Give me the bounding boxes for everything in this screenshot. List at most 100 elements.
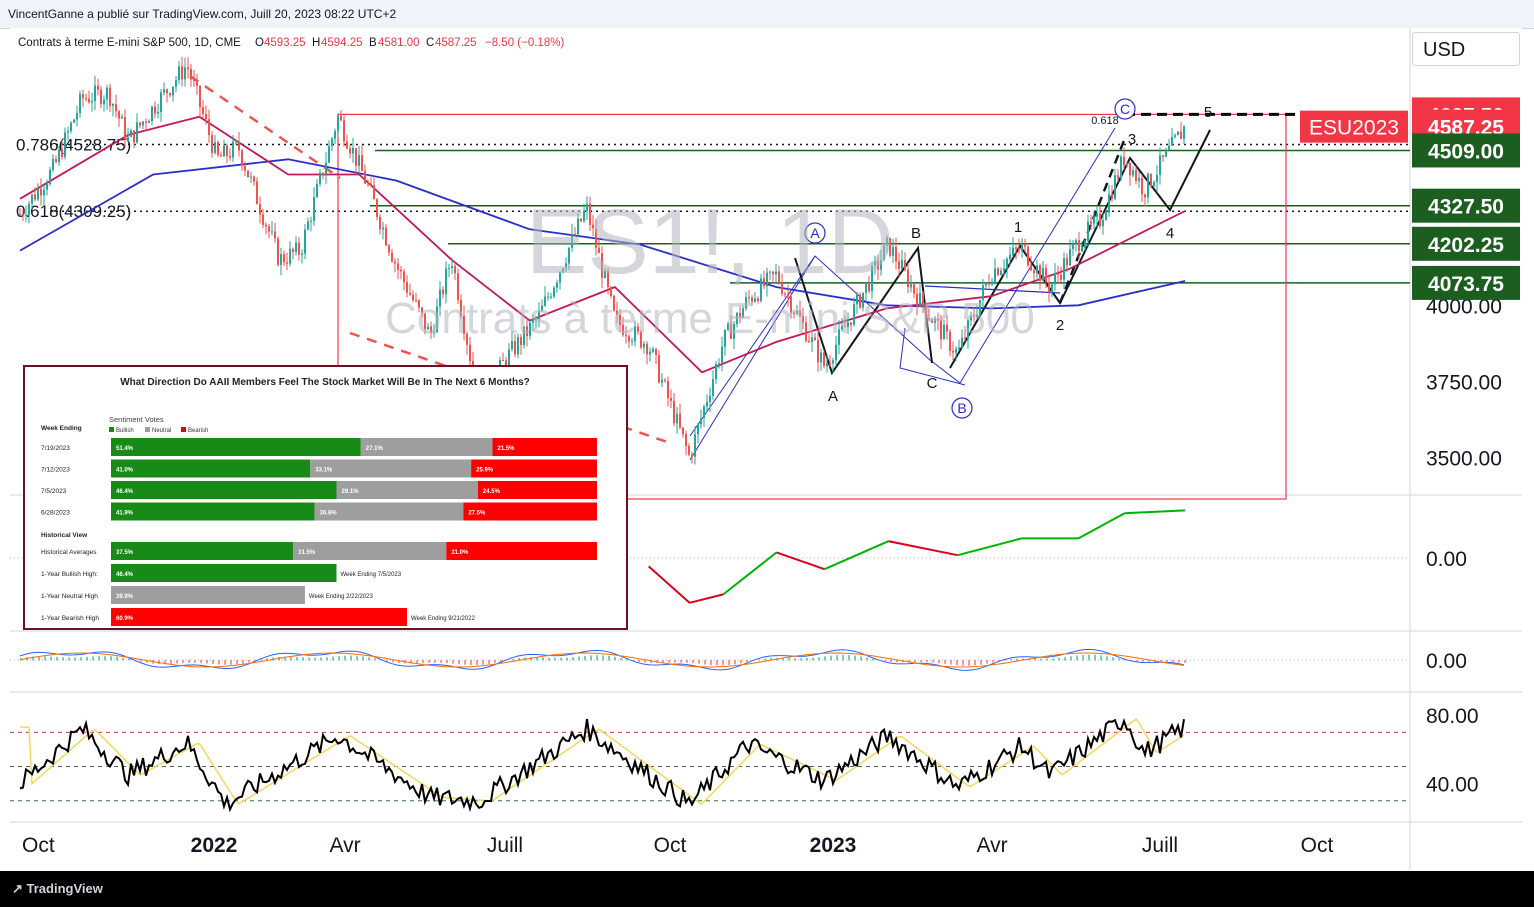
highlight-rectangle (337, 113, 1287, 500)
candle-body (877, 261, 879, 270)
price-badge (1412, 265, 1520, 300)
indicator2-hist (854, 655, 856, 661)
currency-button[interactable]: USD (1412, 32, 1520, 66)
indicator2-hist (242, 660, 244, 664)
indicator2-hist (542, 657, 544, 661)
aaii-hist-neutral-bar (293, 542, 447, 560)
aaii-week-bear-bar (471, 459, 597, 478)
indicator2-hist (1034, 658, 1036, 661)
short-blue-line (924, 285, 1061, 294)
indicator2-hist (1100, 655, 1102, 661)
indicator2-hist (1142, 660, 1144, 662)
candle-body (130, 130, 132, 137)
candle-body (178, 66, 180, 81)
indicator1-tick: 0.00 (1426, 548, 1467, 571)
candle-body (799, 310, 801, 317)
candle-body (124, 116, 126, 141)
fib-level-label: 0.618(4309.25) (16, 202, 131, 221)
candle-body (943, 324, 945, 340)
indicator2-hist (410, 660, 412, 664)
candle-body (1015, 247, 1017, 249)
aaii-high-note: Week Ending 2/22/2023 (309, 594, 374, 600)
legend-c-label: C (426, 37, 434, 49)
blue-channel-line (689, 127, 1116, 461)
candle-body (202, 107, 204, 114)
candle-body (556, 282, 558, 288)
aaii-week-bull-label: 46.4% (116, 489, 134, 495)
candle-body (742, 308, 744, 318)
candle-body (1066, 258, 1068, 266)
indicator2-hist (644, 660, 646, 663)
indicator2-hist (200, 660, 202, 664)
candle-body (265, 224, 267, 227)
indicator2-hist (74, 657, 76, 661)
indicator2-hist (944, 660, 946, 664)
candle-body (427, 326, 429, 330)
price-badge-label: 4509.00 (1428, 140, 1504, 163)
indicator1-line (1077, 512, 1126, 540)
indicator2-hist (926, 660, 928, 663)
candle-body (517, 337, 519, 355)
candle-body (961, 337, 963, 348)
candle-body (1174, 135, 1176, 137)
candle-body (412, 294, 414, 301)
candle-body (199, 85, 201, 108)
candle-body (568, 247, 570, 264)
candle-body (613, 296, 615, 311)
indicator2-hist (548, 657, 550, 661)
candle-body (664, 379, 666, 381)
indicator2-hist (818, 657, 820, 661)
candle-body (73, 119, 75, 123)
candle-body (1030, 265, 1032, 271)
candle-body (109, 87, 111, 106)
indicator2-hist (1040, 658, 1042, 661)
candle-body (439, 289, 441, 307)
aaii-high-note: Week Ending 7/5/2023 (341, 572, 402, 578)
candle-body (1093, 216, 1095, 224)
legend-b-label: B (369, 37, 377, 49)
candle-body (928, 318, 930, 320)
indicator2-hist (572, 657, 574, 661)
aaii-high-value: 60.9% (116, 616, 134, 622)
aaii-week-label: 6/28/2023 (41, 510, 70, 517)
candle-body (949, 331, 951, 351)
indicator2-hist (530, 657, 532, 661)
candle-body (919, 292, 921, 307)
candle-body (409, 292, 411, 295)
candle-body (169, 93, 171, 96)
candle-body (34, 194, 36, 200)
candle-body (289, 248, 291, 264)
indicator2-hist (914, 660, 916, 663)
candle-body (61, 149, 63, 158)
indicator2-hist (458, 660, 460, 665)
time-tick: Juill (487, 834, 523, 857)
candle-body (358, 155, 360, 166)
aaii-high-value: 39.9% (116, 594, 134, 600)
aaii-week-label: 7/19/2023 (41, 445, 70, 452)
candle-body (250, 176, 252, 178)
candle-body (112, 104, 114, 106)
indicator2-hist (962, 660, 964, 666)
candle-body (1045, 268, 1047, 282)
candle-body (1033, 270, 1035, 274)
candle-body (694, 434, 696, 457)
indicator2-hist (590, 655, 592, 661)
indicator2-hist (506, 660, 508, 661)
candle-body (646, 343, 648, 355)
candle-body (1138, 177, 1140, 182)
indicator2-hist (746, 660, 748, 663)
indicator2-hist (56, 656, 58, 661)
candle-body (697, 424, 699, 435)
candle-body (685, 434, 687, 447)
indicator1-line (648, 565, 691, 604)
candle-body (85, 98, 87, 100)
candle-body (67, 131, 69, 133)
candle-body (406, 282, 408, 293)
price-tick: 3750.00 (1426, 371, 1502, 394)
wave-label: 0.618 (1091, 115, 1119, 127)
candle-body (196, 80, 198, 86)
indicator2-hist (806, 658, 808, 661)
candle-body (859, 294, 861, 308)
candle-body (235, 141, 237, 143)
indicator2-hist (812, 657, 814, 661)
